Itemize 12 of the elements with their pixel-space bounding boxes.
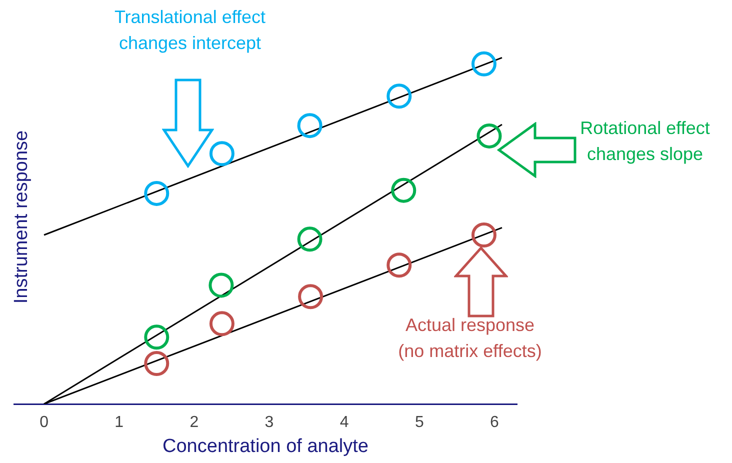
x-tick-label: 6 — [490, 414, 500, 432]
x-tick-label: 4 — [340, 414, 349, 432]
x-tick-label: 1 — [114, 414, 124, 432]
x-tick-label: 3 — [264, 414, 274, 432]
x-tick-label: 0 — [40, 414, 49, 432]
x-tick-label: 2 — [190, 414, 199, 432]
annotation: Actual response (no matrix effects) — [397, 314, 543, 363]
x-axis-title: Concentration of analyte — [162, 436, 368, 457]
x-tick-label: 5 — [414, 414, 424, 432]
y-axis-title: Instrument response — [11, 130, 32, 304]
text: Translational effect changes intercept — [113, 6, 267, 55]
text: Rotational effect changes slope — [579, 117, 711, 166]
